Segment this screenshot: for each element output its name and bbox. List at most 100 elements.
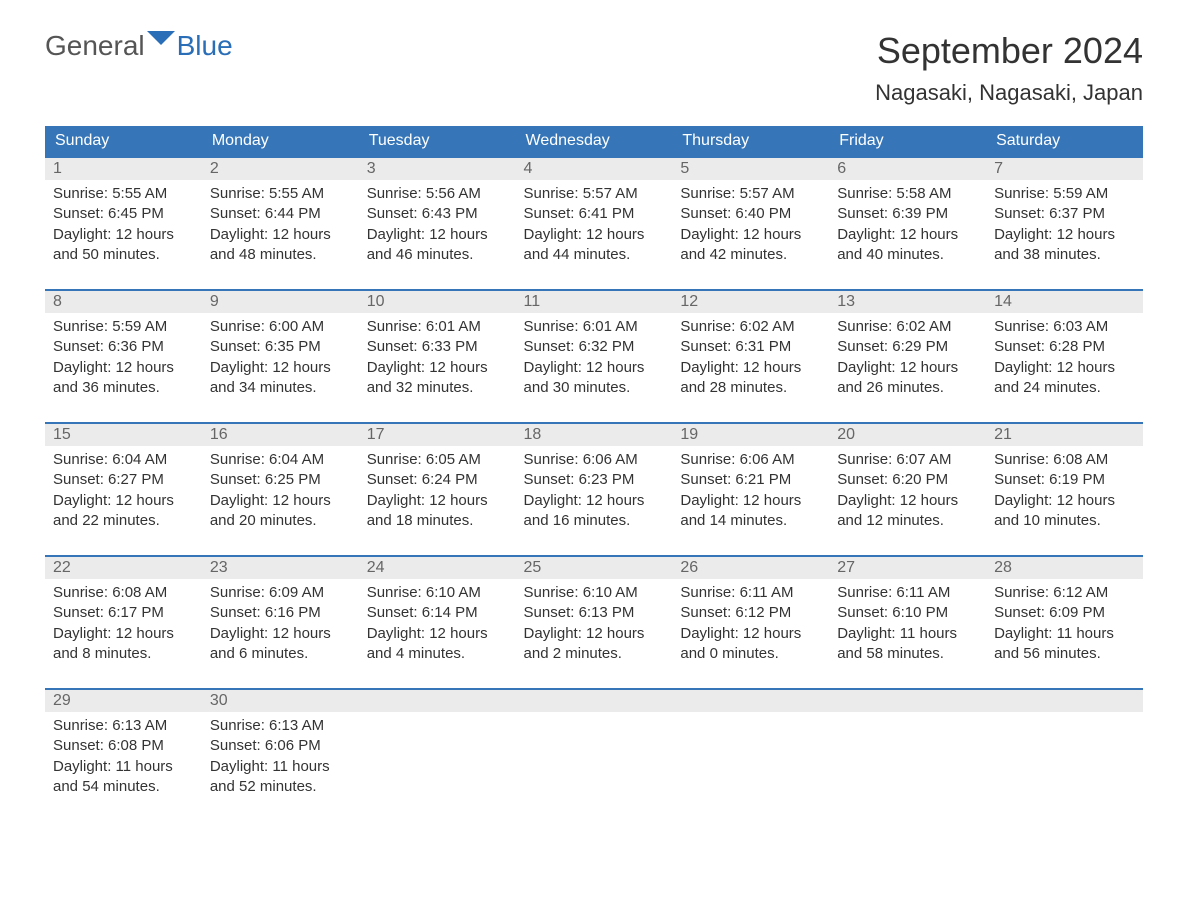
daylight-line-2: and 56 minutes. [994,644,1135,664]
sunset-line: Sunset: 6:16 PM [210,603,351,623]
daylight-line-2: and 28 minutes. [680,378,821,398]
daylight-line-1: Daylight: 12 hours [680,225,821,245]
calendar-table: SundayMondayTuesdayWednesdayThursdayFrid… [45,126,1143,808]
sunrise-line: Sunrise: 6:13 AM [53,716,194,736]
sunrise-line: Sunrise: 6:11 AM [837,583,978,603]
day-number-cell: 12 [672,290,829,313]
daylight-line-1: Daylight: 12 hours [367,624,508,644]
daylight-line-1: Daylight: 12 hours [210,491,351,511]
day-number-cell: 25 [516,556,673,579]
day-detail-cell: Sunrise: 5:55 AMSunset: 6:45 PMDaylight:… [45,180,202,276]
daylight-line-1: Daylight: 12 hours [524,624,665,644]
week-spacer [45,542,1143,556]
sunrise-line: Sunrise: 6:02 AM [837,317,978,337]
day-detail-cell: Sunrise: 5:59 AMSunset: 6:36 PMDaylight:… [45,313,202,409]
day-number-cell: 5 [672,157,829,180]
sunset-line: Sunset: 6:35 PM [210,337,351,357]
day-detail-row: Sunrise: 6:04 AMSunset: 6:27 PMDaylight:… [45,446,1143,542]
daylight-line-1: Daylight: 12 hours [367,358,508,378]
daylight-line-2: and 10 minutes. [994,511,1135,531]
day-number-cell: 19 [672,423,829,446]
sunset-line: Sunset: 6:23 PM [524,470,665,490]
day-detail-cell: Sunrise: 6:07 AMSunset: 6:20 PMDaylight:… [829,446,986,542]
sunset-line: Sunset: 6:33 PM [367,337,508,357]
sunset-line: Sunset: 6:08 PM [53,736,194,756]
daylight-line-2: and 50 minutes. [53,245,194,265]
day-header: Monday [202,126,359,157]
sunrise-line: Sunrise: 5:58 AM [837,184,978,204]
daylight-line-2: and 14 minutes. [680,511,821,531]
day-detail-cell: Sunrise: 6:05 AMSunset: 6:24 PMDaylight:… [359,446,516,542]
daylight-line-2: and 4 minutes. [367,644,508,664]
sunrise-line: Sunrise: 6:01 AM [524,317,665,337]
day-detail-cell: Sunrise: 6:02 AMSunset: 6:31 PMDaylight:… [672,313,829,409]
day-number-cell [516,689,673,712]
day-header: Saturday [986,126,1143,157]
day-header: Thursday [672,126,829,157]
sunrise-line: Sunrise: 6:09 AM [210,583,351,603]
sunrise-line: Sunrise: 5:55 AM [53,184,194,204]
day-number-cell: 21 [986,423,1143,446]
week-spacer [45,276,1143,290]
day-number-cell: 4 [516,157,673,180]
sunrise-line: Sunrise: 6:10 AM [524,583,665,603]
day-detail-cell [672,712,829,808]
day-number-cell: 16 [202,423,359,446]
sunset-line: Sunset: 6:31 PM [680,337,821,357]
daylight-line-2: and 12 minutes. [837,511,978,531]
daylight-line-2: and 32 minutes. [367,378,508,398]
day-header-row: SundayMondayTuesdayWednesdayThursdayFrid… [45,126,1143,157]
sunset-line: Sunset: 6:28 PM [994,337,1135,357]
daylight-line-2: and 54 minutes. [53,777,194,797]
daylight-line-2: and 34 minutes. [210,378,351,398]
day-detail-cell: Sunrise: 6:13 AMSunset: 6:06 PMDaylight:… [202,712,359,808]
day-detail-cell: Sunrise: 6:09 AMSunset: 6:16 PMDaylight:… [202,579,359,675]
day-detail-cell: Sunrise: 5:56 AMSunset: 6:43 PMDaylight:… [359,180,516,276]
day-number-cell: 11 [516,290,673,313]
daylight-line-1: Daylight: 12 hours [53,225,194,245]
day-detail-cell: Sunrise: 5:59 AMSunset: 6:37 PMDaylight:… [986,180,1143,276]
day-number-row: 891011121314 [45,290,1143,313]
week-spacer [45,675,1143,689]
day-detail-cell: Sunrise: 6:00 AMSunset: 6:35 PMDaylight:… [202,313,359,409]
sunrise-line: Sunrise: 6:11 AM [680,583,821,603]
week-spacer [45,409,1143,423]
sunset-line: Sunset: 6:36 PM [53,337,194,357]
day-detail-cell [829,712,986,808]
day-number-cell: 7 [986,157,1143,180]
day-detail-cell: Sunrise: 6:02 AMSunset: 6:29 PMDaylight:… [829,313,986,409]
daylight-line-2: and 46 minutes. [367,245,508,265]
day-detail-cell: Sunrise: 6:06 AMSunset: 6:23 PMDaylight:… [516,446,673,542]
sunset-line: Sunset: 6:17 PM [53,603,194,623]
daylight-line-1: Daylight: 11 hours [210,757,351,777]
sunrise-line: Sunrise: 6:04 AM [210,450,351,470]
daylight-line-1: Daylight: 11 hours [837,624,978,644]
sunrise-line: Sunrise: 5:59 AM [53,317,194,337]
daylight-line-1: Daylight: 12 hours [210,358,351,378]
sunrise-line: Sunrise: 5:56 AM [367,184,508,204]
brand-text-1: General [45,30,145,62]
day-number-cell: 17 [359,423,516,446]
day-number-cell: 22 [45,556,202,579]
day-number-cell: 10 [359,290,516,313]
sunset-line: Sunset: 6:14 PM [367,603,508,623]
day-detail-cell: Sunrise: 6:08 AMSunset: 6:19 PMDaylight:… [986,446,1143,542]
daylight-line-2: and 52 minutes. [210,777,351,797]
daylight-line-2: and 16 minutes. [524,511,665,531]
day-number-cell [672,689,829,712]
day-number-cell: 15 [45,423,202,446]
daylight-line-1: Daylight: 12 hours [994,491,1135,511]
sunset-line: Sunset: 6:27 PM [53,470,194,490]
daylight-line-1: Daylight: 12 hours [837,358,978,378]
daylight-line-1: Daylight: 12 hours [367,491,508,511]
daylight-line-1: Daylight: 12 hours [210,624,351,644]
sunset-line: Sunset: 6:25 PM [210,470,351,490]
sunrise-line: Sunrise: 5:59 AM [994,184,1135,204]
sunrise-line: Sunrise: 6:04 AM [53,450,194,470]
day-number-row: 1234567 [45,157,1143,180]
day-number-cell [986,689,1143,712]
sunrise-line: Sunrise: 6:10 AM [367,583,508,603]
daylight-line-2: and 20 minutes. [210,511,351,531]
daylight-line-2: and 58 minutes. [837,644,978,664]
daylight-line-2: and 26 minutes. [837,378,978,398]
